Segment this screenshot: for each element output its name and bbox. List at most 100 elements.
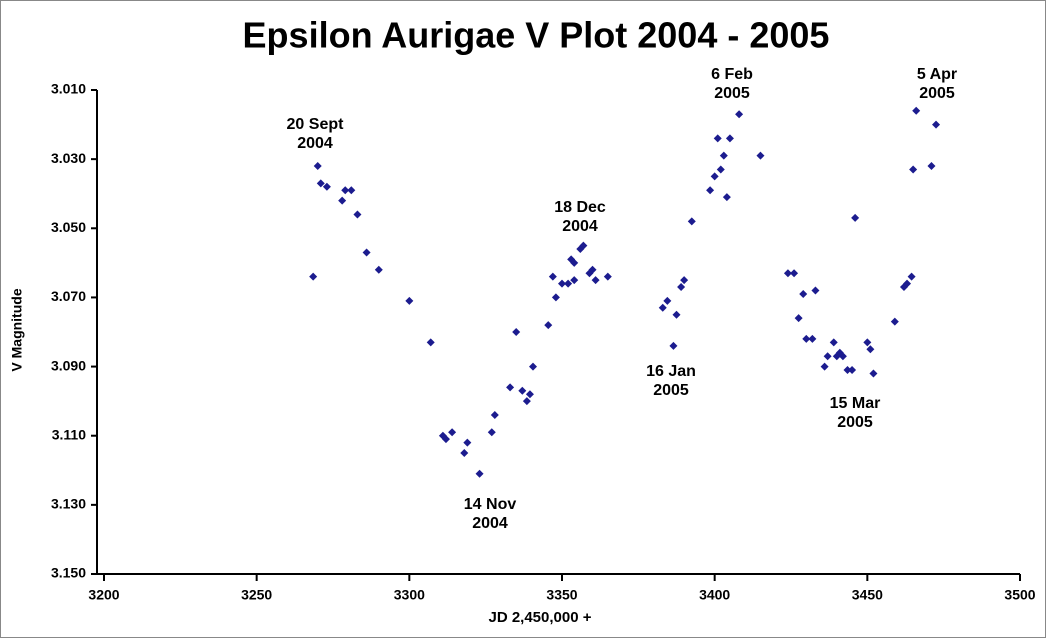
data-point	[663, 296, 672, 305]
annotation: 20 Sept	[287, 116, 345, 133]
data-point	[341, 186, 350, 195]
data-point	[677, 283, 686, 292]
y-tick-label: 3.030	[51, 150, 86, 166]
data-point	[802, 334, 811, 343]
data-point	[725, 134, 734, 143]
data-point	[528, 362, 537, 371]
annotation: 2004	[562, 218, 598, 235]
data-point	[441, 435, 450, 444]
data-point	[309, 272, 318, 281]
data-point	[735, 110, 744, 119]
data-point	[672, 310, 681, 319]
data-point	[313, 162, 322, 171]
data-point	[374, 265, 383, 274]
data-point	[932, 120, 941, 129]
data-point	[669, 341, 678, 350]
y-tick-label: 3.090	[51, 357, 86, 373]
annotation: 2005	[837, 414, 873, 431]
data-point	[716, 165, 725, 174]
data-point	[512, 328, 521, 336]
data-point	[909, 165, 918, 174]
data-point	[490, 410, 499, 419]
data-point	[869, 369, 878, 378]
x-tick-label: 3350	[546, 587, 577, 603]
data-point	[362, 248, 371, 257]
data-point	[322, 182, 331, 191]
y-tick-label: 3.110	[52, 426, 86, 442]
data-point	[912, 106, 921, 115]
data-point	[570, 276, 579, 285]
y-tick-label: 3.050	[51, 219, 86, 235]
annotation: 2004	[472, 515, 508, 532]
data-point	[603, 272, 612, 281]
x-tick-label: 3400	[699, 587, 730, 603]
data-point	[756, 151, 765, 160]
data-point	[564, 279, 573, 288]
data-point	[829, 338, 838, 347]
data-point	[338, 196, 347, 205]
data-point	[475, 469, 484, 478]
data-point	[548, 272, 557, 281]
annotation: 15 Mar	[830, 395, 881, 412]
data-point	[851, 213, 860, 222]
data-point	[506, 383, 515, 392]
y-axis-label: V Magnitude	[9, 288, 25, 371]
x-tick-label: 3450	[852, 587, 883, 603]
data-point	[588, 265, 597, 274]
data-point	[680, 276, 689, 285]
data-point	[838, 352, 847, 361]
x-axis-label: JD 2,450,000 +	[488, 609, 591, 626]
y-tick-label: 3.130	[51, 496, 86, 512]
annotation: 2004	[297, 135, 333, 152]
annotation: 16 Jan	[646, 363, 696, 380]
data-point	[808, 334, 817, 343]
data-point	[811, 286, 820, 295]
data-point	[448, 428, 457, 437]
data-point	[347, 186, 356, 195]
data-point	[794, 314, 803, 323]
data-point	[848, 366, 857, 375]
annotation: 2005	[653, 382, 689, 399]
x-tick-label: 3300	[394, 587, 425, 603]
annotation: 14 Nov	[464, 496, 517, 513]
chart-title: Epsilon Aurigae V Plot 2004 - 2005	[243, 15, 830, 56]
annotation: 6 Feb	[711, 66, 753, 83]
data-point	[710, 172, 719, 181]
data-point	[518, 386, 527, 395]
data-point	[823, 352, 832, 361]
data-point	[820, 362, 829, 371]
y-tick-label: 3.010	[51, 81, 86, 97]
annotation: 18 Dec	[554, 199, 606, 216]
data-point	[719, 151, 728, 160]
data-point	[799, 289, 808, 298]
data-point	[658, 303, 667, 312]
data-point	[843, 366, 852, 375]
data-point	[783, 269, 792, 278]
y-tick-label: 3.070	[51, 288, 86, 304]
annotation: 5 Apr	[917, 66, 957, 83]
data-point	[863, 338, 872, 347]
y-tick-label: 3.150	[51, 565, 86, 581]
data-point	[316, 179, 325, 188]
data-point	[460, 449, 469, 457]
x-tick-label: 3250	[241, 587, 272, 603]
data-point	[790, 269, 799, 278]
data-point	[907, 272, 916, 281]
data-point	[927, 162, 936, 171]
data-point	[866, 345, 875, 354]
data-point	[903, 279, 912, 288]
data-point	[426, 338, 435, 347]
annotation: 2005	[919, 85, 955, 102]
data-point	[551, 293, 560, 302]
data-point	[687, 217, 696, 226]
data-point	[570, 258, 579, 267]
data-point	[722, 193, 731, 202]
data-point	[544, 321, 553, 330]
data-point	[890, 317, 899, 326]
data-point	[525, 390, 534, 399]
data-point	[706, 186, 715, 195]
data-point	[591, 276, 600, 285]
